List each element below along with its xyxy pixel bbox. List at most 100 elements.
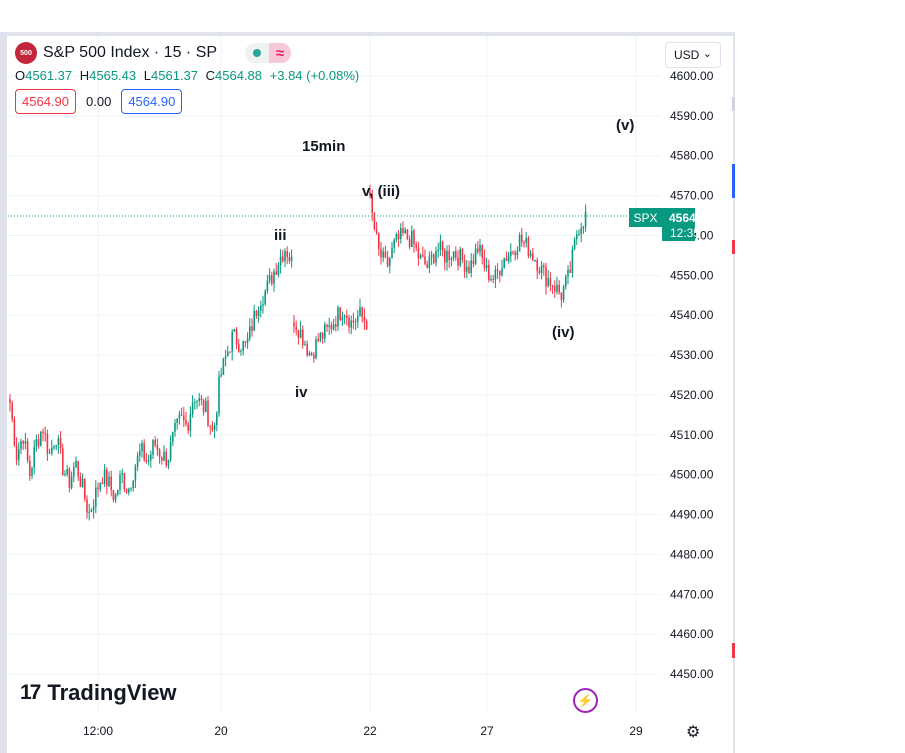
price-chart[interactable]: 4450.00 4460.00 4470.00 4480.00 4490.00 4500.… (0, 0, 733, 753)
candle-body (167, 459, 170, 466)
candle-body (573, 239, 576, 250)
candle-body (59, 438, 62, 449)
candle-body (189, 414, 192, 431)
candle-body (317, 339, 319, 342)
candle-body (339, 307, 341, 321)
spread-value: 0.00 (86, 94, 112, 109)
candle-body (505, 258, 508, 262)
candle-body (22, 441, 24, 444)
candle-body (310, 353, 313, 355)
lightning-icon[interactable]: ⚡ (573, 688, 598, 713)
candle-body (373, 213, 376, 229)
x-tick-label: 27 (480, 724, 494, 738)
candle-body (492, 278, 494, 280)
close-label: C (205, 68, 216, 83)
candle-body (477, 248, 479, 252)
candle-body (108, 476, 110, 486)
candle-body (346, 315, 348, 318)
candle-body (279, 256, 282, 265)
currency-select[interactable]: USD ⌄ (665, 42, 721, 68)
y-tick-label: 4450.00 (670, 667, 714, 681)
candle-body (141, 443, 143, 452)
timeframe-annotation: 15min (302, 138, 346, 155)
candle-body (466, 266, 468, 272)
tradingview-logo[interactable]: 17 TradingView (20, 680, 177, 706)
x-tick-label: 20 (214, 724, 228, 738)
candle-body (567, 269, 569, 277)
candle-body (198, 398, 200, 402)
candle-body (119, 474, 121, 491)
candle-body (391, 247, 393, 259)
candle-body (543, 265, 545, 268)
candle-body (238, 344, 240, 352)
candle-body (257, 310, 260, 317)
y-tick-label: 4480.00 (670, 547, 714, 561)
y-tick-label: 4580.00 (670, 149, 714, 163)
symbol-header: 500 S&P 500 Index · 15 · SP ≈ (15, 42, 292, 64)
sell-price-button[interactable]: 4564.90 (15, 89, 76, 114)
candle-body (584, 211, 587, 227)
candle-body (470, 260, 472, 274)
candle-body (277, 264, 280, 275)
candle-body (99, 482, 101, 490)
candle-body (413, 230, 415, 245)
candle-body (428, 256, 431, 268)
market-status-pill[interactable]: ≈ (245, 43, 292, 63)
candle-body (446, 250, 448, 263)
candle-body (18, 449, 20, 460)
candle-body (253, 310, 255, 331)
candle-body (77, 460, 79, 477)
candle-body (332, 324, 335, 330)
candle-body (288, 257, 291, 262)
candle-body (132, 480, 134, 489)
tradingview-mark-icon: 17 (20, 681, 41, 704)
candle-body (474, 248, 477, 264)
candle-body (154, 439, 156, 446)
candle-body (84, 478, 86, 500)
candle-body (176, 418, 178, 423)
candle-body (64, 474, 66, 476)
candle-body (260, 305, 262, 311)
candle-body (472, 260, 475, 264)
candle-body (88, 512, 90, 514)
candle-body (302, 329, 304, 345)
candle-body (57, 438, 60, 446)
candle-body (222, 358, 225, 376)
candle-body (382, 251, 384, 258)
candle-body (437, 249, 439, 252)
scroll-marker-blue (732, 164, 735, 198)
symbol-title[interactable]: S&P 500 Index · 15 · SP (43, 44, 218, 61)
y-tick-label: 4490.00 (670, 508, 714, 522)
candle-body (128, 488, 130, 493)
candle-body (143, 443, 145, 460)
bid-ask-panel: 4564.90 0.00 4564.90 (15, 89, 183, 114)
settings-gear-icon[interactable]: ⚙ (686, 724, 701, 741)
candle-body (31, 467, 33, 476)
tradingview-wordmark: TradingView (47, 680, 177, 705)
candle-body (341, 317, 344, 321)
candle-body (134, 466, 137, 481)
candle-body (417, 247, 420, 259)
bar-countdown: 12:35 (670, 226, 701, 240)
candle-body (378, 233, 380, 249)
candle-body (172, 431, 174, 442)
candle-body (408, 238, 411, 247)
candle-body (209, 425, 211, 427)
candle-body (33, 447, 35, 468)
candle-body (488, 265, 490, 281)
candle-body (101, 482, 104, 484)
candle-body (512, 251, 514, 253)
candle-body (395, 233, 398, 240)
price-scale-border (733, 32, 735, 753)
candle-body (218, 376, 220, 414)
candle-body (246, 338, 249, 343)
symbol-price-tag: SPX (629, 208, 662, 227)
candle-body (384, 251, 387, 258)
candle-body (249, 326, 251, 339)
buy-price-button[interactable]: 4564.90 (121, 89, 183, 114)
candle-body (46, 433, 49, 454)
candle-body (348, 317, 350, 328)
candle-body (15, 445, 18, 460)
change-value: +3.84 (+0.08%) (269, 68, 360, 83)
candle-body (95, 487, 97, 507)
